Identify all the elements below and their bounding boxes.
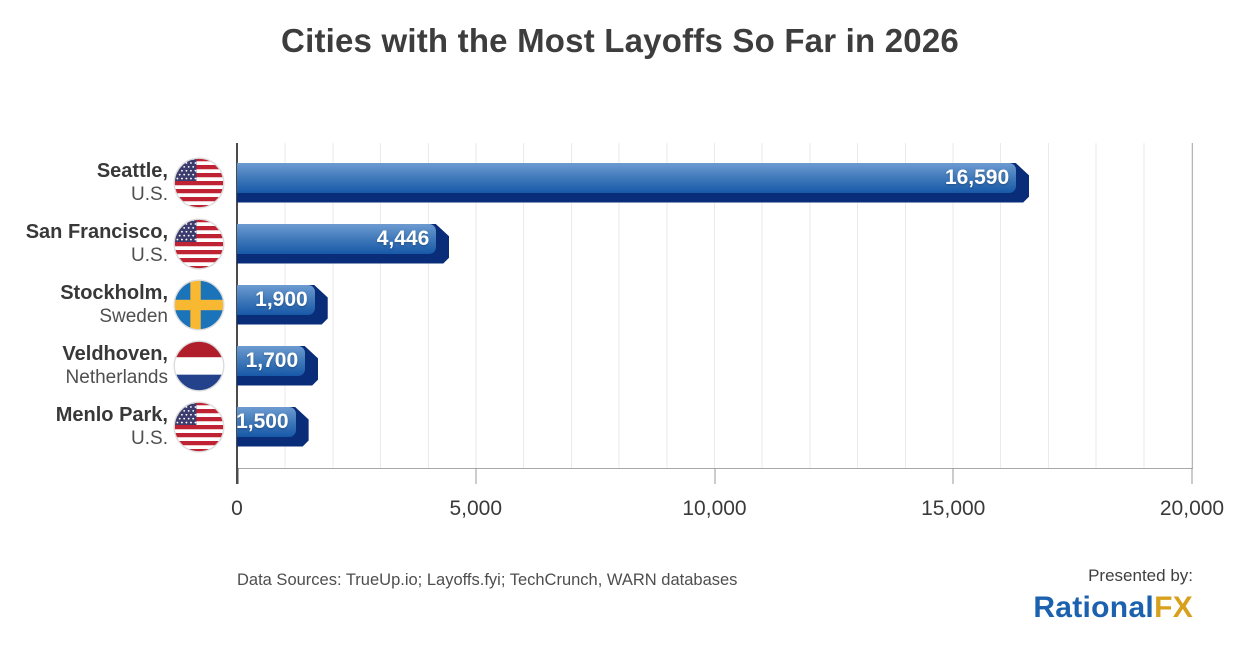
bar-row: Veldhoven, Netherlands 1,700 — [0, 335, 1240, 396]
city-label: San Francisco, — [25, 221, 168, 243]
city-label: Veldhoven, — [62, 343, 168, 365]
bar-value-label: 16,590 — [944, 165, 1010, 189]
country-label: U.S. — [131, 245, 168, 266]
flag-nl-icon — [173, 340, 225, 392]
bar-row: Seattle, U.S. 16,590 — [0, 152, 1240, 213]
data-sources-note: Data Sources: TrueUp.io; Layoffs.fyi; Te… — [237, 571, 738, 589]
bar-face — [237, 163, 1016, 193]
axis-tick — [236, 468, 239, 484]
category-label: Veldhoven, Netherlands — [0, 342, 168, 389]
logo-text-fx: FX — [1154, 591, 1193, 624]
bar: 1,900 — [237, 285, 328, 325]
category-label: San Francisco, U.S. — [0, 220, 168, 267]
country-label: Sweden — [99, 306, 168, 327]
bar-row: Stockholm, Sweden 1,900 — [0, 274, 1240, 335]
city-label: Menlo Park, — [55, 404, 168, 426]
bar-value-label: 1,700 — [245, 348, 299, 372]
x-axis-labels: 0 5,000 10,000 15,000 20,000 — [231, 497, 1224, 523]
axis-tick-label: 15,000 — [921, 497, 986, 520]
bar: 1,700 — [237, 346, 318, 386]
presented-by-label: Presented by: — [1088, 566, 1193, 585]
city-label: Seattle, — [96, 160, 168, 182]
bar: 4,446 — [237, 224, 449, 264]
presented-by-block: Presented by: RationalFX — [1033, 566, 1193, 625]
axis-tick — [952, 468, 954, 484]
axis-tick — [475, 468, 477, 484]
chart-title: Cities with the Most Layoffs So Far in 2… — [281, 22, 959, 59]
bar: 1,500 — [237, 407, 309, 447]
axis-tick — [1191, 468, 1193, 484]
flag-us-icon — [173, 157, 225, 209]
bar-value-label: 4,446 — [376, 226, 430, 250]
bar-value-label: 1,900 — [255, 287, 308, 311]
country-label: Netherlands — [65, 367, 168, 388]
category-label: Menlo Park, U.S. — [0, 403, 168, 450]
flag-se-icon — [173, 279, 225, 331]
rationalfx-logo[interactable]: RationalFX — [1033, 591, 1193, 625]
bar: 16,590 — [237, 163, 1029, 203]
bar-rows: Seattle, U.S. 16,590 San Francisco, U.S.… — [0, 152, 1240, 457]
country-label: U.S. — [131, 184, 168, 205]
country-label: U.S. — [131, 428, 168, 449]
axis-tick-label: 5,000 — [449, 497, 503, 520]
flag-us-icon — [173, 401, 225, 453]
x-axis-ticks — [236, 468, 1193, 486]
axis-tick-label: 10,000 — [682, 497, 747, 520]
bar-face — [237, 407, 296, 437]
bar-face — [237, 224, 436, 254]
city-label: Stockholm, — [60, 282, 168, 304]
axis-tick-label: 0 — [231, 497, 243, 520]
category-label: Seattle, U.S. — [0, 159, 168, 206]
bar-value-label: 1,500 — [236, 409, 289, 433]
axis-tick — [714, 468, 715, 484]
bar-row: Menlo Park, U.S. 1,500 — [0, 396, 1240, 457]
bar-row: San Francisco, U.S. 4,446 — [0, 213, 1240, 274]
axis-tick-label: 20,000 — [1159, 497, 1225, 520]
bar-face — [237, 346, 305, 376]
flag-us-icon — [173, 218, 225, 270]
logo-text-rational: Rational — [1033, 591, 1155, 624]
bar-face — [237, 285, 315, 315]
category-label: Stockholm, Sweden — [0, 281, 168, 328]
